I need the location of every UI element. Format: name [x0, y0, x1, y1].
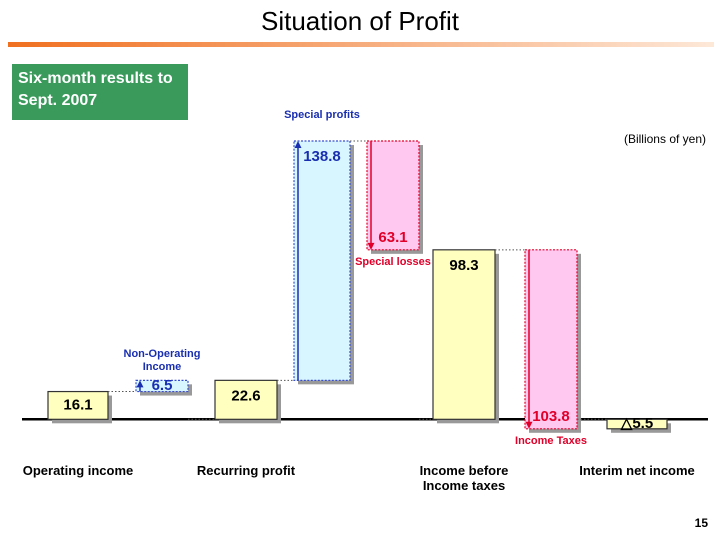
arrow-head: [367, 242, 375, 250]
x-tick-label: Recurring profit: [196, 463, 296, 478]
value-label: 103.8: [532, 408, 570, 425]
title-rule: [8, 42, 714, 47]
period-box: Six-month results to Sept. 2007: [12, 64, 188, 120]
page-number: 15: [694, 516, 708, 530]
bar: [606, 418, 668, 430]
bar: [293, 140, 351, 381]
bar-note: Special losses: [355, 255, 431, 268]
value-label: 22.6: [231, 387, 260, 404]
arrow-head: [136, 380, 144, 388]
value-label: 138.8: [303, 148, 341, 165]
title: Situation of Profit: [261, 6, 459, 36]
value-label: 98.3: [449, 257, 478, 274]
x-tick-label: Operating income: [22, 463, 134, 478]
value-label: 63.1: [378, 229, 407, 246]
value-label: 6.5: [152, 377, 173, 394]
bar: [47, 390, 109, 420]
bar: [214, 379, 278, 420]
arrow-head: [294, 141, 302, 149]
bar: [432, 249, 496, 420]
unit-label: (Billions of yen): [623, 132, 706, 146]
x-tick-label: Income before Income taxes: [419, 463, 509, 493]
value-label: △5.5: [620, 415, 653, 432]
x-tick-label: Interim net income: [579, 463, 695, 478]
value-label: 16.1: [63, 396, 92, 413]
bar-note: Non-Operating Income: [123, 348, 201, 374]
bar: [366, 140, 420, 251]
bar-note: Special profits: [284, 109, 360, 122]
bar: [524, 249, 578, 430]
bar: [135, 379, 189, 393]
bar-note: Income Taxes: [515, 434, 587, 447]
arrow-head: [525, 421, 533, 429]
